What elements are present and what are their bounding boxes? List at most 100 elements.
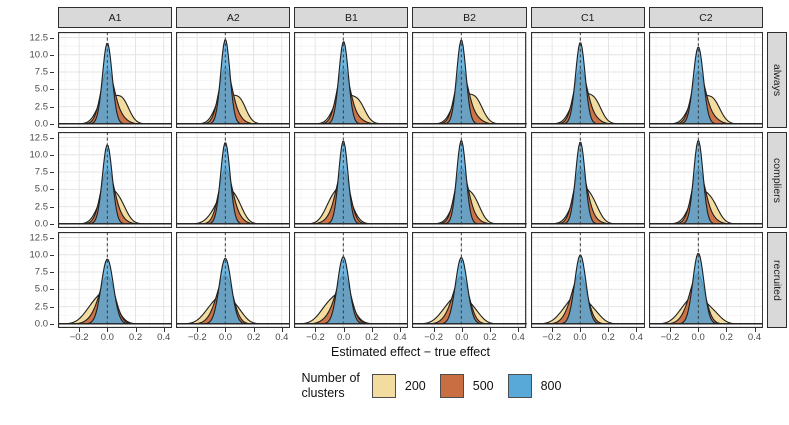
x-tick-label: −0.2 [660,332,680,343]
y-tick-label: 7.5 [34,266,48,278]
y-tick-label: 10.0 [29,149,49,161]
x-tick-label: −0.2 [69,332,89,343]
legend-item-500: 500 [439,374,494,398]
y-axis-always: 0.0 2.5 5.0 7.5 10.0 12.5 [0,32,54,130]
y-tick-mark [50,306,54,308]
legend-label-500: 500 [472,379,494,393]
x-tick-mark [253,328,255,332]
y-tick-label: 0.0 [34,218,48,230]
x-axis-title: Estimated effect − true effect [330,345,490,359]
panel-A1-compliers [58,132,173,228]
x-tick-label: 0.4 [393,332,407,343]
y-tick-mark [50,37,54,39]
legend-label-800: 800 [540,379,562,393]
y-tick-label: 7.5 [34,66,48,78]
x-tick-mark [698,328,700,332]
y-tick-label: 10.0 [29,249,49,261]
panel-A1-always [58,32,173,128]
y-tick-label: 7.5 [34,166,48,178]
panel-B2-always [412,32,527,128]
x-tick-label: 0.0 [691,332,705,343]
y-tick-mark [50,254,54,256]
facet-strip-C1: C1 [530,7,645,28]
y-tick-label: 10.0 [29,49,49,61]
y-tick-label: 2.5 [34,201,48,213]
x-tick-label: 0.0 [573,332,587,343]
y-tick-mark [50,54,54,56]
legend: Number of clusters 200 500 800 [44,371,789,401]
x-tick-mark [726,328,728,332]
panel-A2-compliers [176,132,291,228]
y-tick-label: 2.5 [34,301,48,313]
x-tick-label: 0.4 [629,332,643,343]
legend-title: Number of clusters [302,371,360,401]
facet-strip-recruited: recruited [766,232,787,328]
facet-strip-A1: A1 [58,7,173,28]
facet-strip-C2: C2 [648,7,763,28]
y-tick-label: 5.0 [34,283,48,295]
y-axis-compliers: 0.0 2.5 5.0 7.5 10.0 12.5 [0,132,54,230]
y-tick-label: 12.5 [29,32,49,44]
y-tick-mark [50,323,54,325]
x-tick-mark [371,328,373,332]
facet-strip-B1: B1 [294,7,409,28]
facet-grid: A1 A2 B1 B2 C1 C2 0.0 2.5 5.0 7.5 10.0 12.5 always 0.… [0,7,787,329]
y-tick-mark [50,154,54,156]
y-tick-mark [50,89,54,91]
facet-strip-compliers: compliers [766,132,787,228]
y-tick-mark [50,123,54,125]
panel-B1-recruited [294,232,409,328]
x-tick-mark [608,328,610,332]
panel-B1-always [294,32,409,128]
x-axis-title-row: Estimated effect − true effect [0,344,789,359]
x-tick-label: 0.2 [365,332,379,343]
x-axis-spacer [0,328,54,344]
x-tick-mark [461,328,463,332]
panel-B2-compliers [412,132,527,228]
panel-A2-recruited [176,232,291,328]
x-tick-mark [107,328,109,332]
y-tick-mark [50,237,54,239]
x-axis-A2: −0.2 0.0 0.2 0.4 [176,328,290,344]
facet-strip-A2: A2 [176,7,291,28]
x-tick-mark [135,328,137,332]
x-tick-label: −0.2 [306,332,325,343]
x-tick-mark [400,328,402,332]
y-tick-label: 5.0 [34,83,48,95]
legend-swatch-800 [507,374,532,398]
x-tick-mark [669,328,671,332]
x-tick-label: 0.2 [128,332,143,343]
panel-C2-always [648,32,763,128]
y-tick-label: 12.5 [29,232,49,244]
y-tick-mark [50,172,54,174]
panel-C1-compliers [530,132,645,228]
x-tick-mark [197,328,199,332]
x-tick-label: 0.4 [157,332,171,343]
y-tick-mark [50,206,54,208]
x-tick-label: −0.2 [542,332,562,343]
x-tick-label: −0.2 [424,332,444,343]
y-tick-label: 0.0 [34,118,48,130]
panel-C1-always [530,32,645,128]
panel-C1-recruited [530,232,645,328]
y-tick-mark [50,189,54,191]
x-axis-C2: −0.2 0.0 0.2 0.4 [649,328,763,344]
x-tick-label: 0.4 [511,332,525,343]
x-tick-mark [281,328,283,332]
x-tick-mark [579,328,581,332]
x-tick-label: 0.4 [275,332,289,343]
y-axis-recruited: 0.0 2.5 5.0 7.5 10.0 12.5 [0,232,54,329]
x-tick-mark [433,328,435,332]
x-tick-label: 0.2 [601,332,615,343]
legend-title-line1: Number of [301,371,360,385]
x-axis-B2: −0.2 0.0 0.2 0.4 [412,328,526,344]
x-tick-mark [79,328,81,332]
y-tick-label: 2.5 [34,101,48,113]
y-tick-mark [50,223,54,225]
legend-items: 200 500 800 [371,374,576,398]
y-tick-mark [50,137,54,139]
y-tick-mark [50,272,54,274]
panel-A1-recruited [58,232,173,328]
legend-item-800: 800 [507,374,562,398]
